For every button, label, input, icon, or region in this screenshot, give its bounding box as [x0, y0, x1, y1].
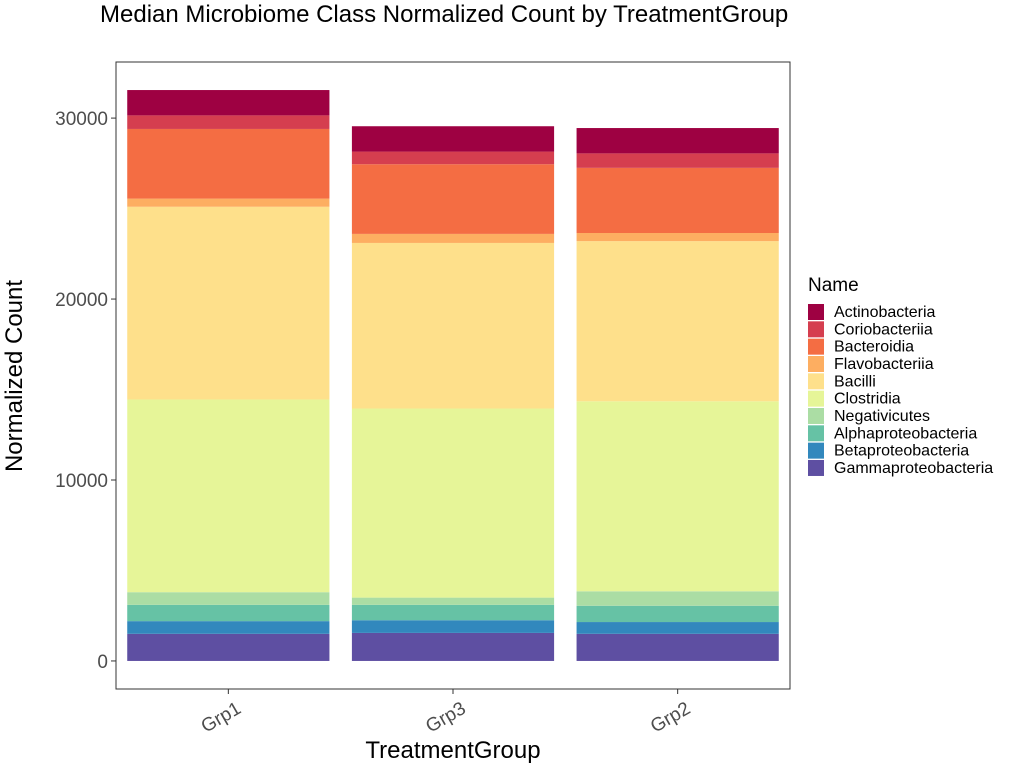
legend-label-coriobacteriia: Coriobacteriia — [834, 321, 933, 338]
plot-area: Grp1 Grp3 Grp2 0 10000 20000 30000 — [55, 61, 791, 737]
legend-title: Name — [808, 275, 859, 296]
legend-swatch-gammaproteobacteria — [808, 459, 824, 476]
legend-label-bacteroidia: Bacteroidia — [834, 339, 914, 356]
legend-swatch-coriobacteriia — [808, 321, 824, 338]
y-tick-label: 0 — [97, 652, 108, 673]
legend-swatch-negativicutes — [808, 407, 824, 424]
legend-swatch-betaproteobacteria — [808, 442, 824, 459]
chart-title: Median Microbiome Class Normalized Count… — [100, 1, 788, 28]
bar-segment-grp1-alphaproteobacteria — [127, 604, 330, 622]
bar-segment-grp2-bacilli — [576, 241, 779, 402]
x-axis-title: TreatmentGroup — [365, 737, 540, 764]
bar-segment-grp3-alphaproteobacteria — [351, 604, 555, 621]
bar-segment-grp2-coriobacteriia — [576, 153, 779, 168]
legend-label-clostridia: Clostridia — [834, 391, 901, 408]
legend-swatch-bacteroidia — [808, 338, 824, 355]
bar-segment-grp3-bacteroidia — [351, 164, 555, 234]
bar-segment-grp2-negativicutes — [576, 591, 779, 606]
legend-swatch-actinobacteria — [808, 304, 824, 320]
y-axis-title: Normalized Count — [1, 280, 28, 472]
legend-label-betaproteobacteria: Betaproteobacteria — [834, 443, 969, 460]
bar-segment-grp2-flavobacteriia — [576, 233, 779, 242]
bar-segment-grp1-gammaproteobacteria — [127, 633, 330, 661]
bar-segment-grp1-actinobacteria — [127, 90, 330, 116]
y-tick-label: 20000 — [55, 290, 108, 311]
legend-label-actinobacteria: Actinobacteria — [834, 304, 935, 321]
bar-segment-grp1-flavobacteriia — [127, 198, 330, 207]
legend-label-bacilli: Bacilli — [834, 373, 876, 390]
bar-segment-grp2-clostridia — [576, 401, 779, 592]
bar-segment-grp3-flavobacteriia — [351, 233, 555, 243]
legend: Name ActinobacteriaCoriobacteriiaBactero… — [808, 275, 993, 477]
bar-segment-grp3-bacilli — [351, 242, 555, 409]
bar-segment-grp3-betaproteobacteria — [351, 620, 555, 633]
bar-segment-grp3-clostridia — [351, 408, 555, 598]
legend-swatch-clostridia — [808, 390, 824, 407]
x-tick-label: Grp3 — [422, 698, 469, 737]
y-tick-label: 30000 — [55, 109, 108, 130]
y-tick-label: 10000 — [55, 471, 108, 492]
legend-label-negativicutes: Negativicutes — [834, 408, 930, 425]
legend-swatch-bacilli — [808, 373, 824, 390]
bar-segment-grp1-coriobacteriia — [127, 115, 330, 129]
legend-swatch-flavobacteriia — [808, 355, 824, 372]
legend-swatch-alphaproteobacteria — [808, 425, 824, 442]
bar-segment-grp2-bacteroidia — [576, 167, 779, 233]
bar-segment-grp1-clostridia — [127, 399, 330, 593]
bar-segment-grp1-negativicutes — [127, 592, 330, 605]
bar-segment-grp3-negativicutes — [351, 597, 555, 605]
bar-segment-grp2-alphaproteobacteria — [576, 605, 779, 623]
bar-segment-grp2-actinobacteria — [576, 128, 779, 154]
bar-segment-grp3-coriobacteriia — [351, 151, 555, 165]
bar-segment-grp1-bacilli — [127, 206, 330, 400]
bar-segment-grp3-gammaproteobacteria — [351, 632, 555, 661]
legend-label-alphaproteobacteria: Alphaproteobacteria — [834, 425, 977, 442]
bar-segment-grp1-betaproteobacteria — [127, 621, 330, 634]
x-tick-label: Grp1 — [198, 698, 245, 737]
bar-segment-grp2-betaproteobacteria — [576, 622, 779, 634]
legend-label-gammaproteobacteria: Gammaproteobacteria — [834, 460, 993, 477]
x-tick-label: Grp2 — [647, 698, 694, 737]
bar-segment-grp3-actinobacteria — [351, 126, 555, 152]
legend-label-flavobacteriia: Flavobacteriia — [834, 356, 934, 373]
bar-segment-grp2-gammaproteobacteria — [576, 633, 779, 661]
bar-segment-grp1-bacteroidia — [127, 128, 330, 199]
